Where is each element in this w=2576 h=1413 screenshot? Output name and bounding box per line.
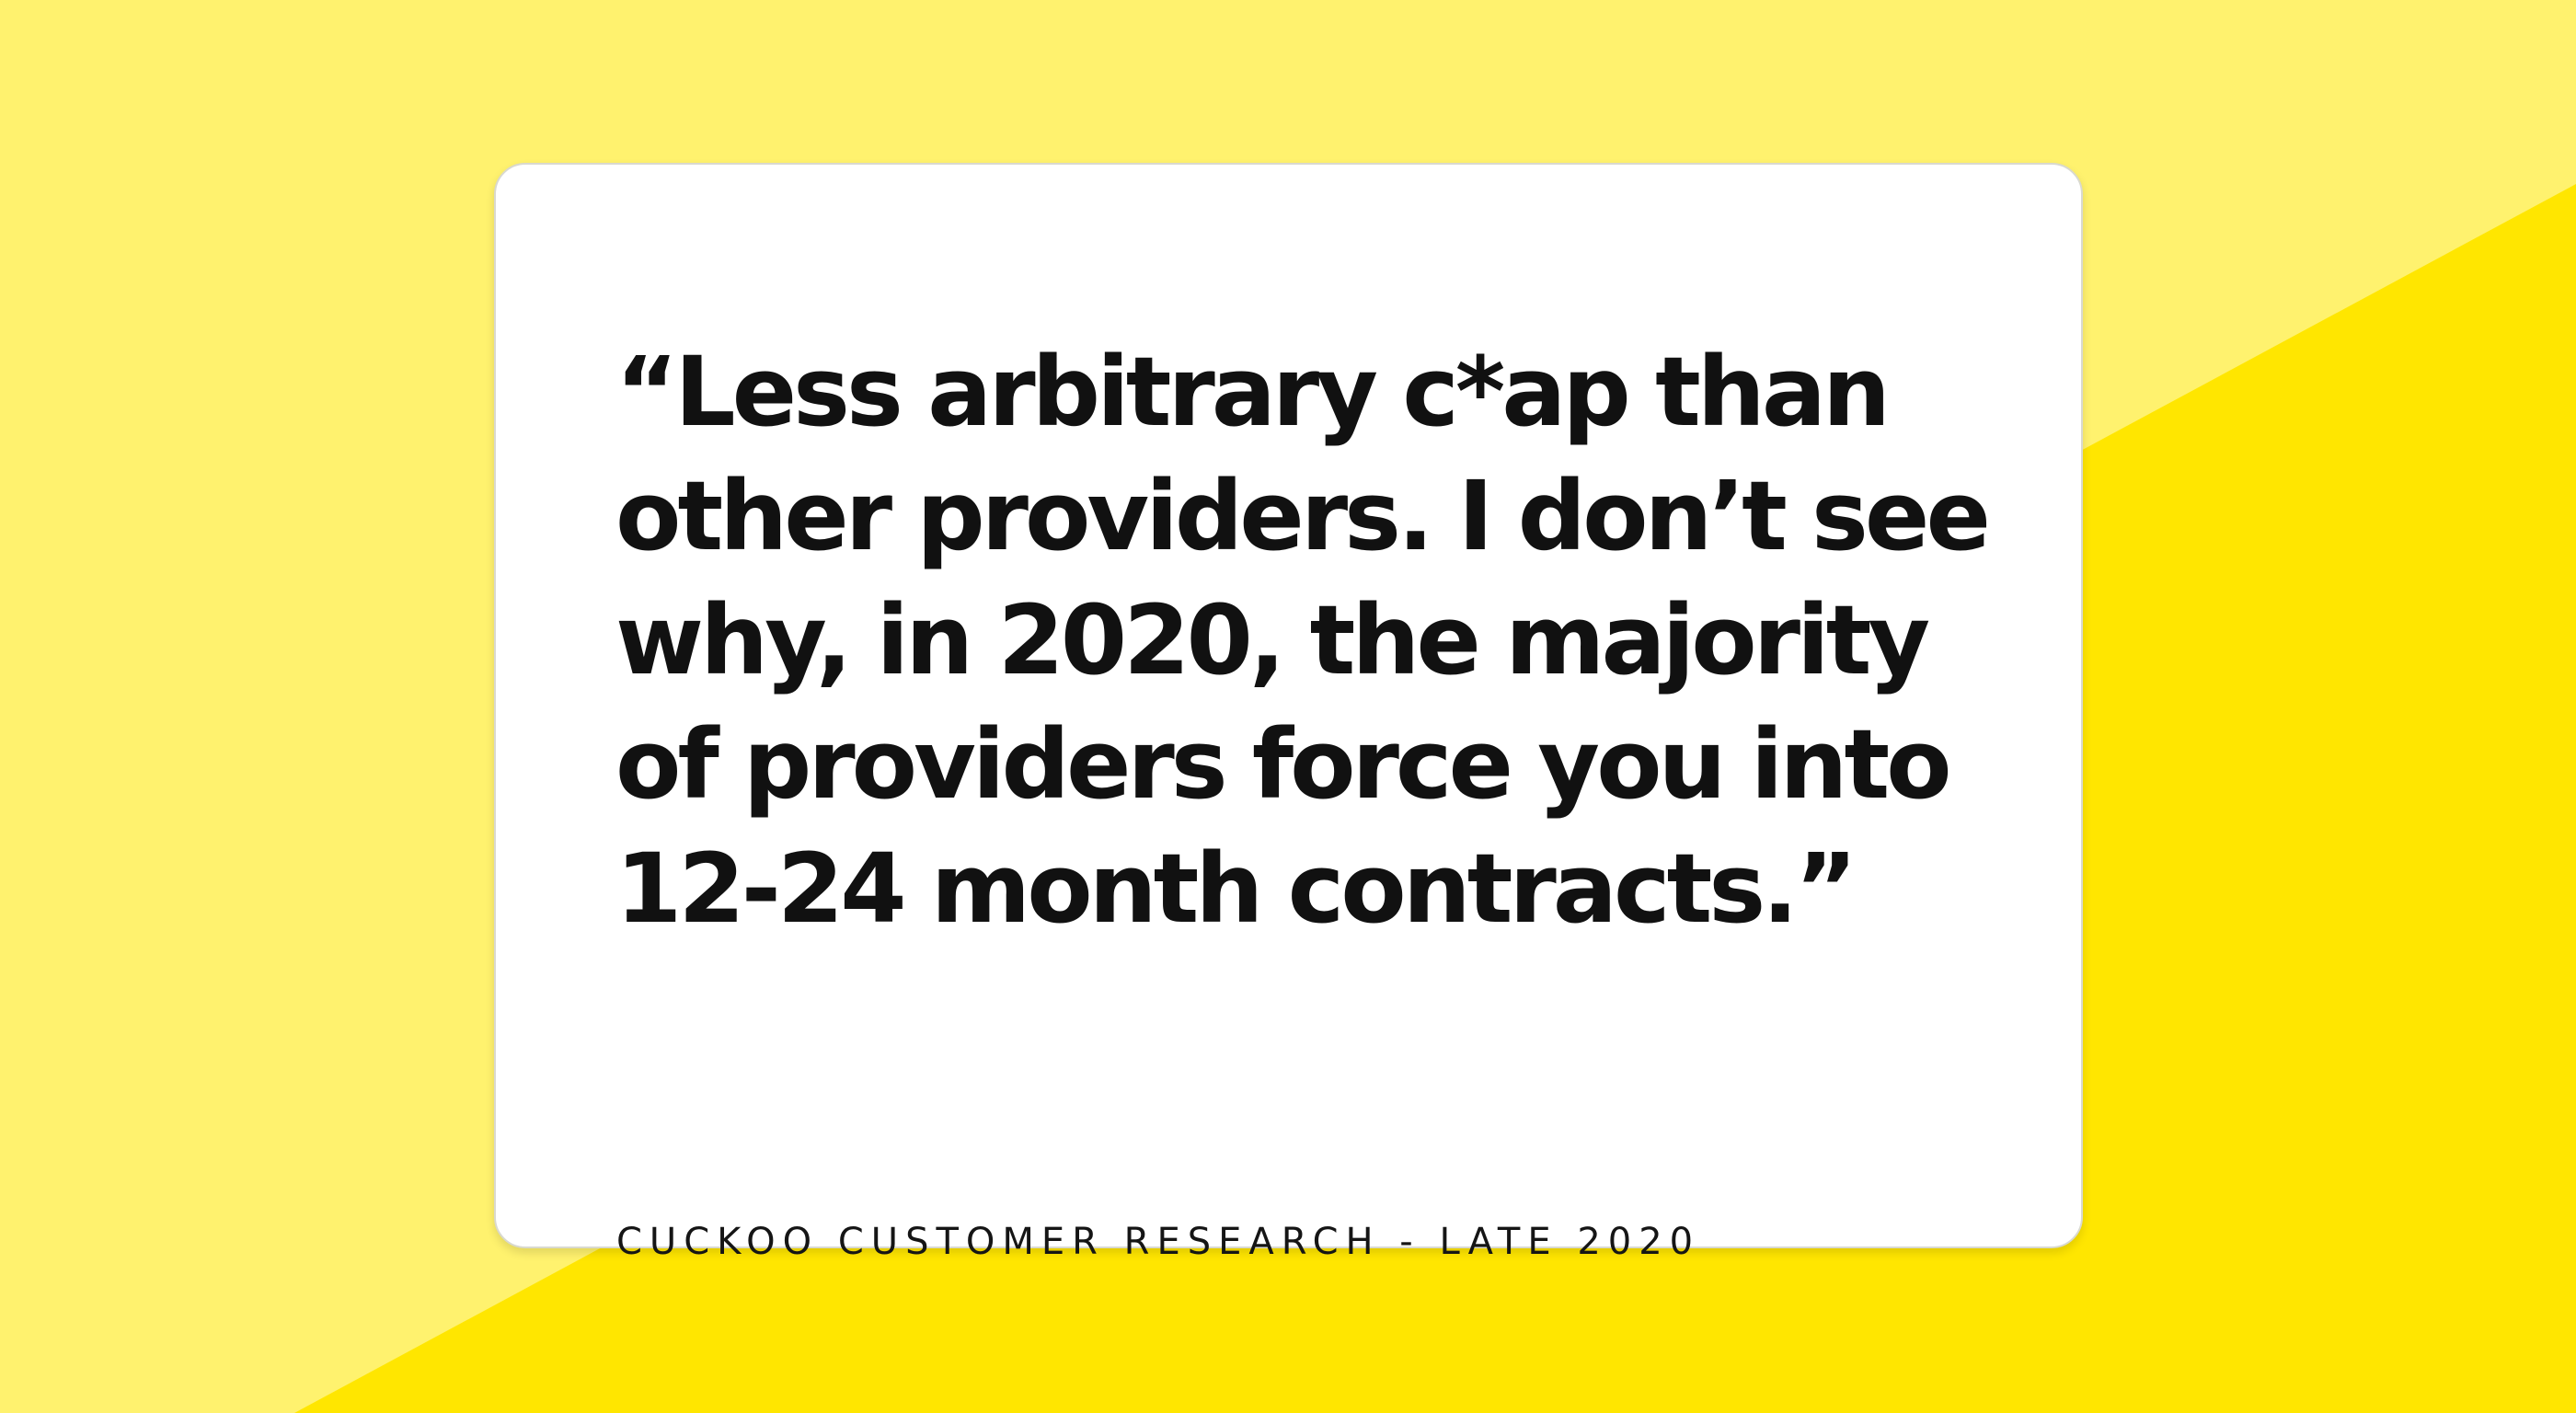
customer-quote: “Less arbitrary c*ap than other provider… <box>615 330 2005 951</box>
quote-line: “Less arbitrary c*ap than <box>615 336 1891 448</box>
quote-line: of providers force you into <box>615 708 1952 821</box>
quote-line: other providers. I don’t see <box>615 460 1991 572</box>
customer-quote-card: “Less arbitrary c*ap than other provider… <box>494 163 2083 1263</box>
quote-line: why, in 2020, the majority <box>615 584 1930 696</box>
quote-attribution: CUCKOO CUSTOMER RESEARCH - LATE 2020 <box>616 1221 1701 1263</box>
quote-line: 12-24 month contracts.” <box>615 833 1857 945</box>
